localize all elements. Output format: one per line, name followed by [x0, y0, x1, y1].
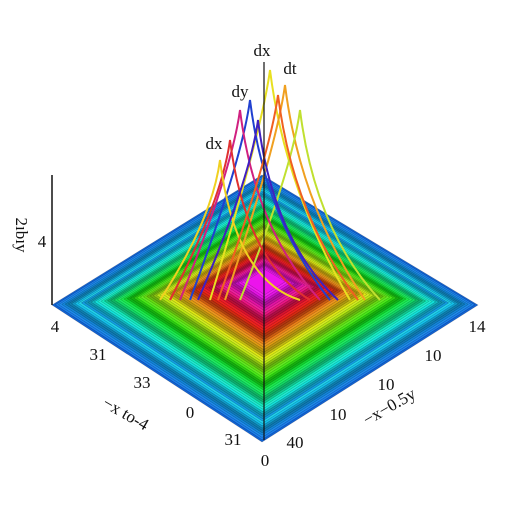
peak	[239, 109, 381, 301]
z-axis-label: 2ıbıy	[12, 218, 31, 253]
peak	[159, 159, 301, 301]
y-tick-label: 40	[287, 433, 304, 452]
y-tick-label: 10	[378, 375, 395, 394]
x-tick-label: 31	[225, 430, 242, 449]
peak	[224, 84, 366, 301]
annotation: dt	[283, 59, 297, 78]
peak	[179, 109, 321, 301]
y-tick-label: 10	[425, 346, 442, 365]
x-tick-label: 33	[134, 373, 151, 392]
surface	[51, 69, 479, 443]
z-tick-label: 4	[38, 232, 47, 251]
x-tick-label: 0	[186, 403, 195, 422]
y-tick-label: 14	[469, 317, 487, 336]
peak	[189, 99, 331, 301]
x-tick-label: 0	[261, 451, 270, 470]
annotation: dy	[232, 82, 250, 101]
x-axis-label: −x to-4	[100, 393, 153, 435]
peak	[169, 139, 311, 301]
x-tick-label: 31	[90, 345, 107, 364]
x-tick-label: 4	[51, 317, 60, 336]
peak	[217, 94, 359, 301]
peak	[197, 119, 339, 301]
annotation: dx	[254, 41, 272, 60]
contour	[244, 268, 286, 296]
annotation: dx	[206, 134, 224, 153]
y-tick-label: 10	[330, 405, 347, 424]
peak	[209, 69, 351, 301]
